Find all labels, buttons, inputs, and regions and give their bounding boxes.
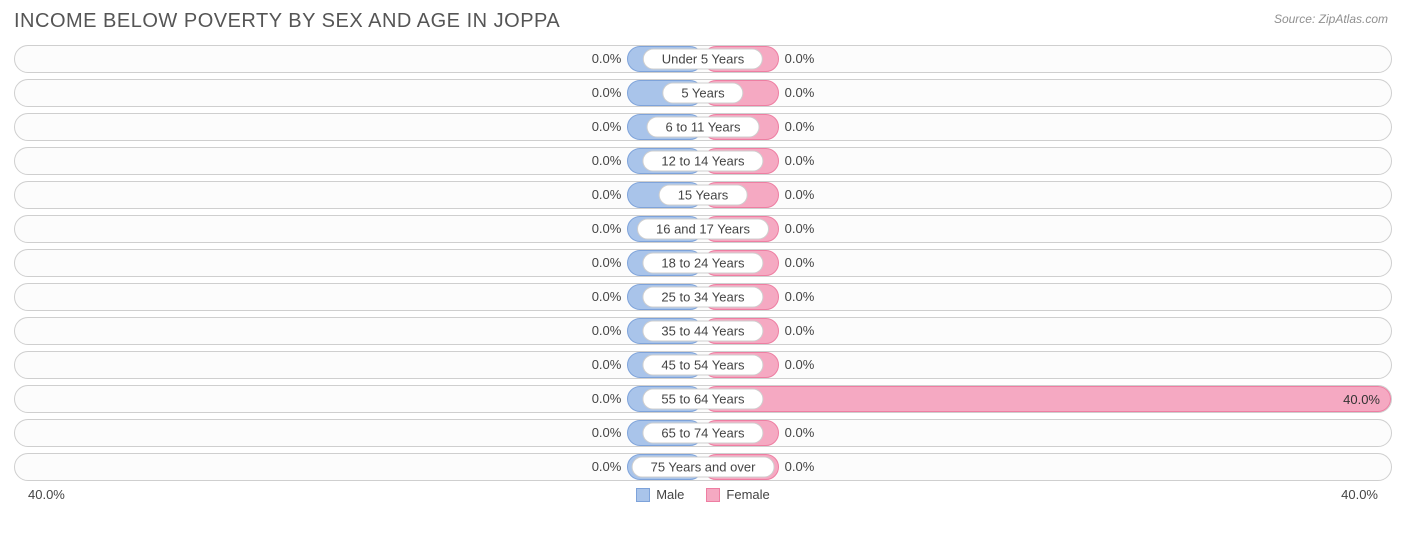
female-value-label: 0.0%: [785, 318, 815, 344]
chart-row: 0.0% 0.0% 65 to 74 Years: [14, 419, 1392, 447]
x-axis-left-max: 40.0%: [28, 487, 65, 502]
category-label: 65 to 74 Years: [642, 423, 763, 444]
male-value-label: 0.0%: [592, 80, 622, 106]
legend-label: Male: [656, 487, 684, 502]
legend-item: Female: [706, 487, 769, 502]
category-label: 12 to 14 Years: [642, 151, 763, 172]
male-value-label: 0.0%: [592, 420, 622, 446]
male-value-label: 0.0%: [592, 352, 622, 378]
category-label: 75 Years and over: [632, 457, 775, 478]
male-value-label: 0.0%: [592, 216, 622, 242]
female-value-label: 0.0%: [785, 284, 815, 310]
female-value-label: 0.0%: [785, 46, 815, 72]
category-label: Under 5 Years: [643, 49, 763, 70]
female-value-label: 0.0%: [785, 454, 815, 480]
category-label: 18 to 24 Years: [642, 253, 763, 274]
chart-row: 0.0% 0.0% Under 5 Years: [14, 45, 1392, 73]
male-value-label: 0.0%: [592, 114, 622, 140]
female-value-label: 0.0%: [785, 352, 815, 378]
category-label: 6 to 11 Years: [647, 117, 760, 138]
category-label: 45 to 54 Years: [642, 355, 763, 376]
category-label: 16 and 17 Years: [637, 219, 769, 240]
female-value-label: 0.0%: [785, 80, 815, 106]
legend-label: Female: [726, 487, 769, 502]
male-value-label: 0.0%: [592, 148, 622, 174]
male-value-label: 0.0%: [592, 454, 622, 480]
source-attribution: Source: ZipAtlas.com: [1274, 12, 1388, 26]
female-bar: 40.0%: [703, 386, 1391, 412]
female-value-label: 0.0%: [785, 182, 815, 208]
chart-title: INCOME BELOW POVERTY BY SEX AND AGE IN J…: [14, 10, 1392, 33]
chart-row: 0.0% 0.0% 35 to 44 Years: [14, 317, 1392, 345]
category-label: 15 Years: [659, 185, 748, 206]
female-value-label: 0.0%: [785, 250, 815, 276]
category-label: 5 Years: [662, 83, 743, 104]
legend-swatch: [706, 488, 720, 502]
chart-row: 0.0% 0.0% 45 to 54 Years: [14, 351, 1392, 379]
chart-row: 0.0% 0.0% 16 and 17 Years: [14, 215, 1392, 243]
female-value-label: 0.0%: [785, 148, 815, 174]
chart-row: 0.0% 0.0% 15 Years: [14, 181, 1392, 209]
female-value-label: 0.0%: [785, 420, 815, 446]
female-value-label: 0.0%: [785, 216, 815, 242]
male-value-label: 0.0%: [592, 386, 622, 412]
chart-row: 0.0% 0.0% 25 to 34 Years: [14, 283, 1392, 311]
female-value-label: 0.0%: [785, 114, 815, 140]
chart-row: 0.0% 0.0% 75 Years and over: [14, 453, 1392, 481]
category-label: 35 to 44 Years: [642, 321, 763, 342]
chart-row: 0.0% 0.0% 18 to 24 Years: [14, 249, 1392, 277]
male-value-label: 0.0%: [592, 46, 622, 72]
male-value-label: 0.0%: [592, 250, 622, 276]
male-value-label: 0.0%: [592, 284, 622, 310]
x-axis-right-max: 40.0%: [1341, 487, 1378, 502]
legend: 40.0% Male Female 40.0%: [14, 487, 1392, 502]
diverging-bar-chart: 0.0%0.0%Under 5 Years0.0%0.0%5 Years0.0%…: [14, 45, 1392, 481]
legend-item: Male: [636, 487, 684, 502]
legend-swatch: [636, 488, 650, 502]
category-label: 55 to 64 Years: [642, 389, 763, 410]
chart-row: 0.0% 40.0% 55 to 64 Years: [14, 385, 1392, 413]
female-value-label: 40.0%: [1343, 392, 1380, 407]
male-value-label: 0.0%: [592, 318, 622, 344]
category-label: 25 to 34 Years: [642, 287, 763, 308]
male-value-label: 0.0%: [592, 182, 622, 208]
chart-row: 0.0% 0.0% 5 Years: [14, 79, 1392, 107]
chart-row: 0.0% 0.0% 6 to 11 Years: [14, 113, 1392, 141]
chart-row: 0.0% 0.0% 12 to 14 Years: [14, 147, 1392, 175]
